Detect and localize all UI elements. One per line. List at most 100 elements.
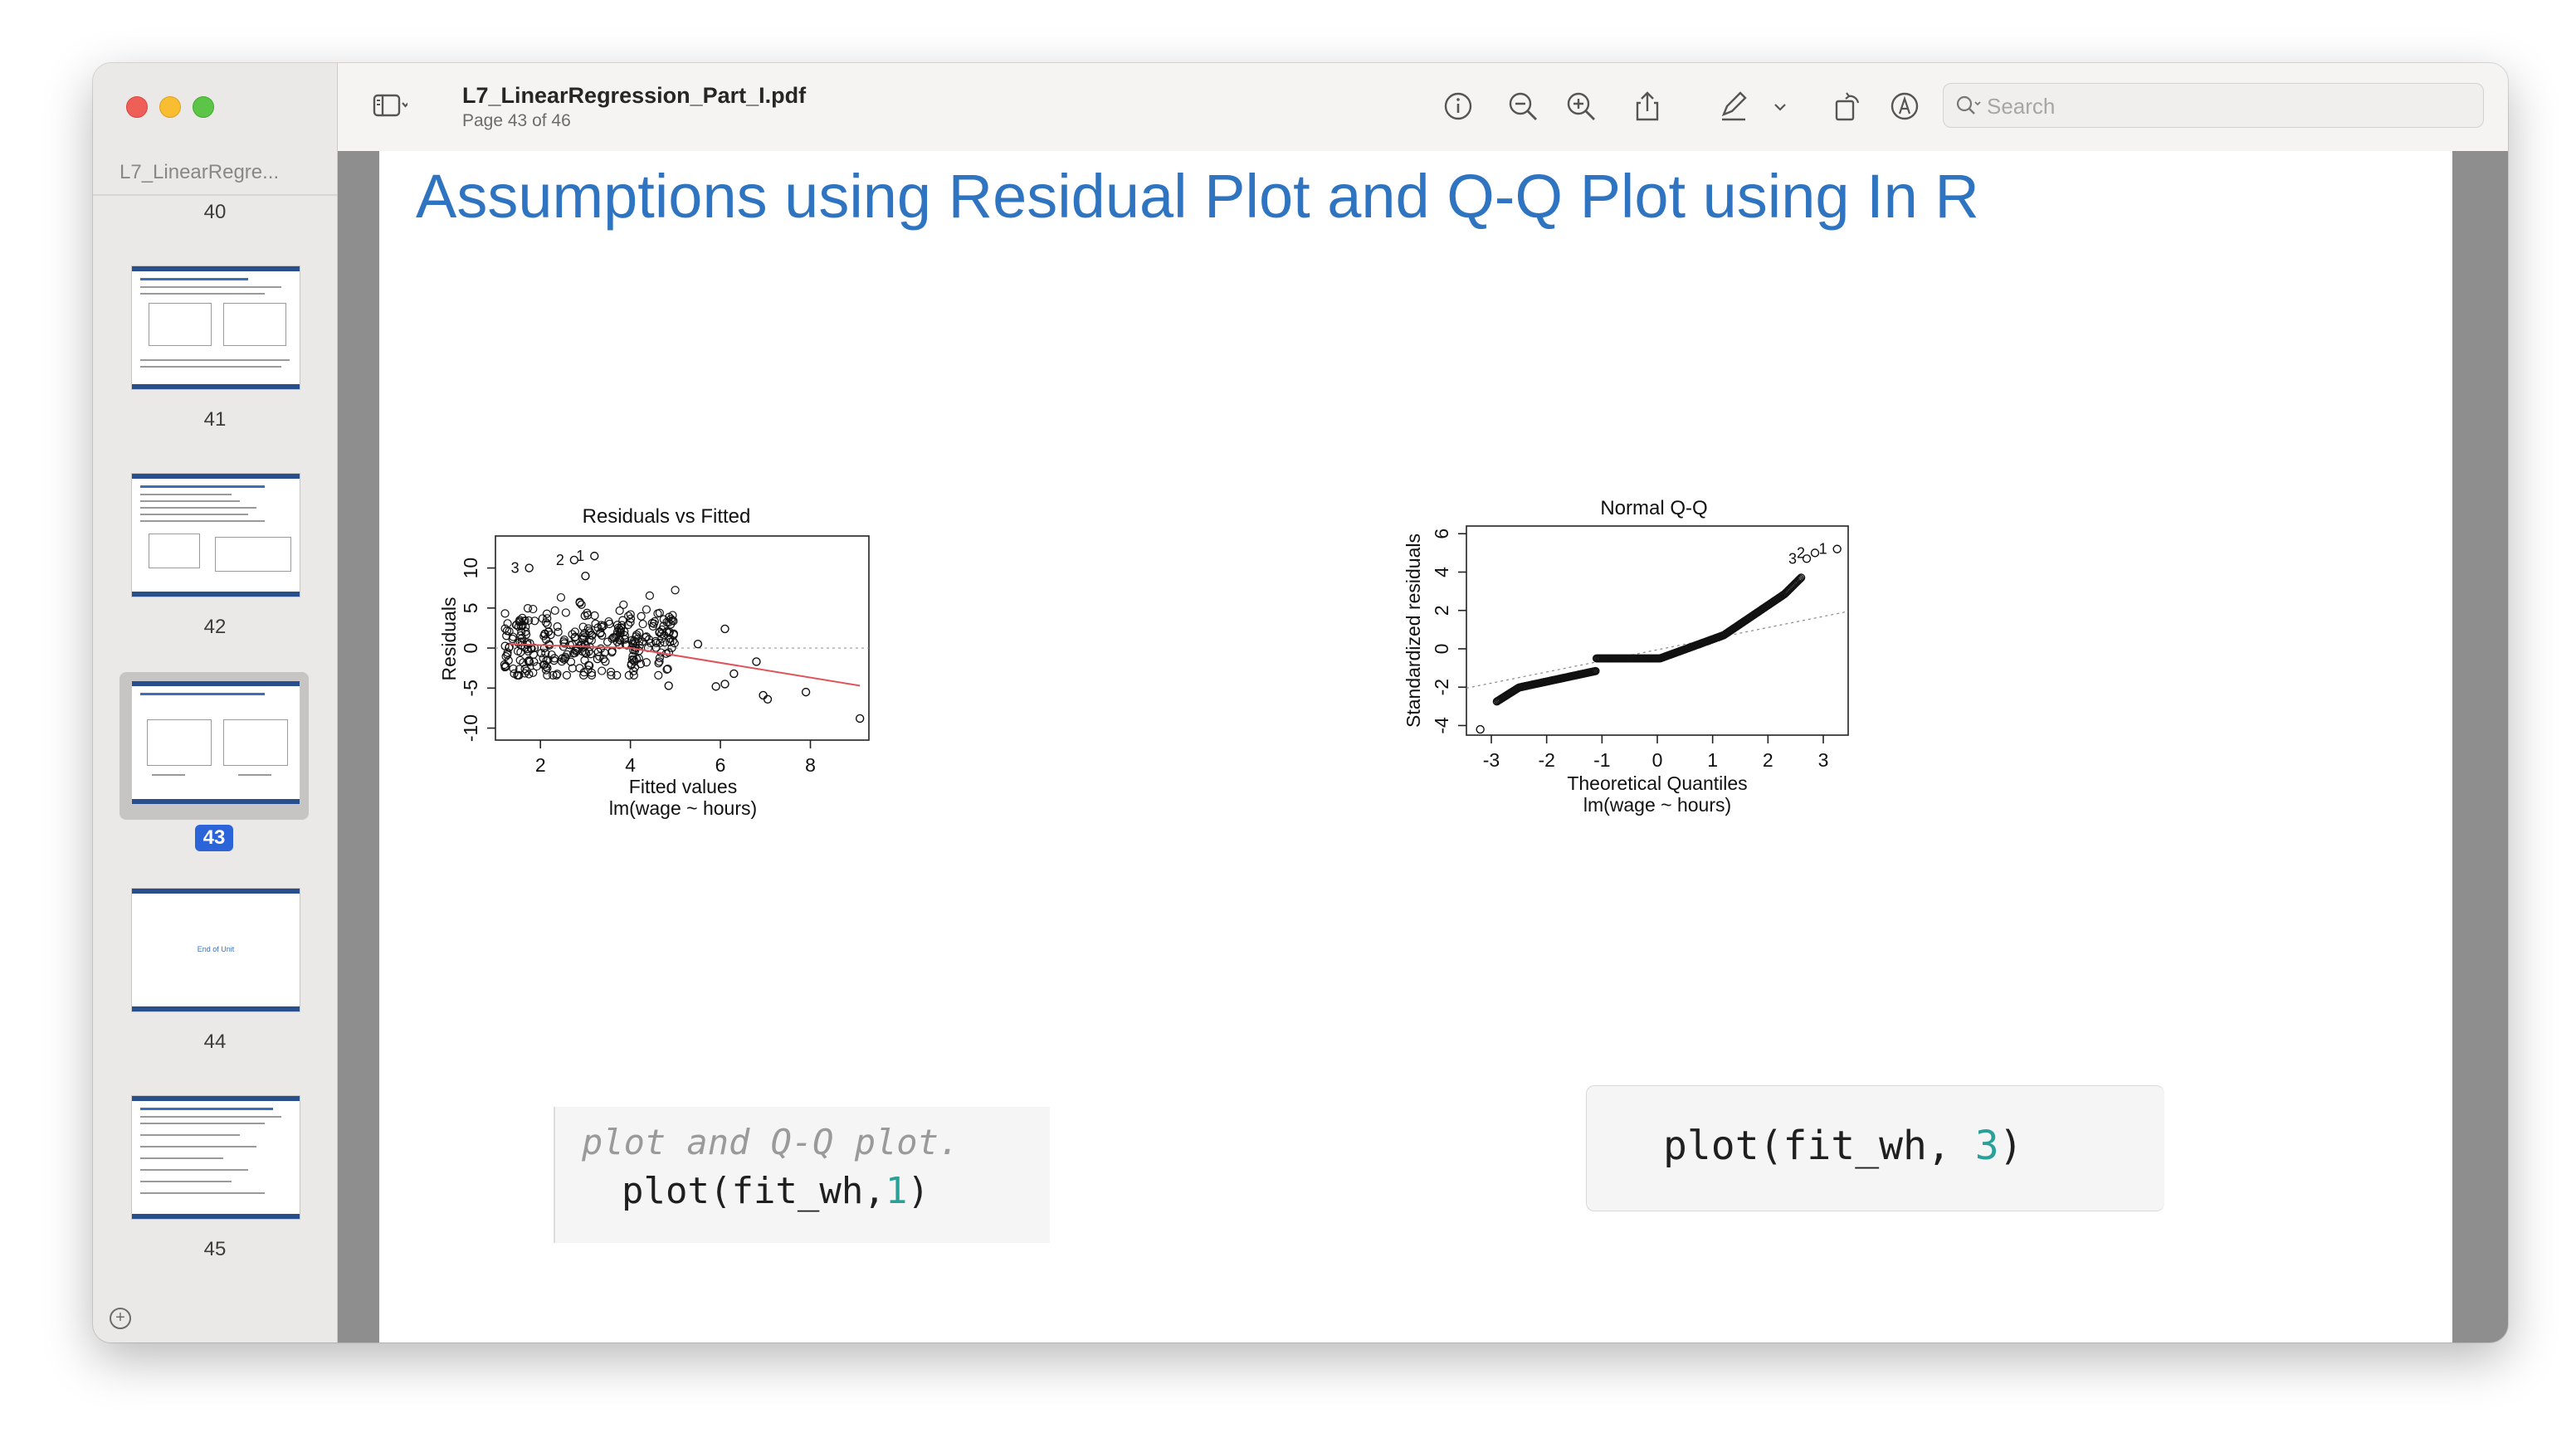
page-number-44: 44 (203, 1031, 227, 1053)
data-point (632, 630, 642, 640)
data-point (656, 638, 665, 648)
data-point (615, 641, 624, 650)
data-point (650, 616, 660, 626)
data-point (667, 643, 676, 653)
data-point (1797, 573, 1806, 582)
data-point (524, 657, 534, 666)
code-snippet-left: plot and Q-Q plot. plot(fit_wh,1) (554, 1107, 1050, 1243)
resid-sublabel: lm(wage ~ hours) (609, 797, 757, 819)
point-label: 2 (1797, 544, 1805, 561)
data-point (591, 619, 600, 628)
y-tick-label: 6 (1431, 529, 1452, 539)
data-point (654, 659, 663, 668)
code-snippet-right: plot(fit_wh, 3) (1586, 1085, 2164, 1211)
thumbnail-page-41[interactable] (131, 266, 300, 390)
zoom-out-icon[interactable] (1505, 88, 1541, 124)
sidebar-toggle-icon[interactable] (371, 88, 409, 124)
zoom-in-icon[interactable] (1563, 88, 1599, 124)
data-point (517, 637, 526, 646)
data-point (501, 651, 510, 661)
data-point (615, 606, 624, 616)
thumbnail-page-45[interactable] (131, 1095, 300, 1220)
search-field[interactable] (1943, 83, 2484, 128)
search-input[interactable] (1985, 90, 2470, 122)
page-number-40: 40 (203, 201, 227, 223)
data-point (520, 664, 529, 674)
data-point (642, 632, 651, 641)
highlight-pen-icon[interactable] (1715, 88, 1752, 124)
data-point (606, 667, 616, 676)
document-viewport[interactable]: Assumptions using Residual Plot and Q-Q … (338, 151, 2508, 1342)
data-point (801, 687, 811, 697)
data-point (571, 632, 580, 641)
zoom-window-button[interactable] (193, 96, 214, 118)
data-point (562, 670, 572, 680)
markup-icon[interactable] (1886, 88, 1923, 124)
y-tick-label: 2 (1431, 605, 1452, 616)
thumbnail-sidebar: L7_LinearRegre... 40 41 42 (93, 63, 338, 1342)
y-tick-label: -5 (460, 680, 481, 696)
data-point (553, 670, 562, 679)
slide-title: Assumptions using Residual Plot and Q-Q … (416, 162, 1979, 231)
data-point (556, 592, 566, 602)
data-point (575, 597, 584, 607)
x-tick-label: 3 (1818, 749, 1829, 771)
data-point (693, 640, 703, 649)
resid-plot-frame (495, 535, 870, 741)
preview-window: L7_LinearRegre... 40 41 42 (93, 63, 2508, 1342)
data-point (524, 563, 534, 573)
data-point (501, 662, 510, 671)
y-tick-label: 5 (460, 602, 481, 613)
point-label: 1 (1819, 541, 1827, 558)
minimize-window-button[interactable] (159, 96, 181, 118)
data-point (667, 616, 677, 626)
data-point (579, 670, 588, 680)
data-point (855, 714, 865, 724)
data-point (529, 604, 538, 614)
data-point (642, 658, 651, 667)
data-point (517, 633, 527, 643)
data-point (666, 614, 676, 624)
data-point (662, 665, 671, 675)
rotate-icon[interactable] (1830, 88, 1866, 124)
data-point (577, 600, 586, 609)
data-point (590, 551, 599, 561)
pdf-page: Assumptions using Residual Plot and Q-Q … (379, 151, 2452, 1342)
highlight-menu-chevron-icon[interactable] (1762, 88, 1787, 124)
data-point (627, 636, 636, 645)
share-icon[interactable] (1629, 88, 1666, 124)
data-point (593, 647, 603, 656)
data-point (580, 611, 589, 621)
data-point (629, 666, 638, 676)
data-point (629, 670, 638, 680)
code-left-comment: plot and Q-Q plot. (582, 1122, 960, 1162)
qq-sublabel: lm(wage ~ hours) (1583, 794, 1731, 816)
data-point (587, 636, 596, 645)
add-page-button[interactable]: + (110, 1308, 131, 1329)
qq-plot-title: Normal Q-Q (1600, 499, 1707, 519)
info-icon[interactable] (1440, 88, 1476, 124)
y-tick-label: -4 (1431, 717, 1452, 734)
data-point (587, 670, 597, 680)
data-point (655, 653, 664, 663)
data-point (720, 680, 729, 689)
data-point (561, 608, 570, 617)
data-point (588, 631, 597, 640)
data-point (607, 670, 616, 680)
data-point (603, 637, 612, 646)
data-point (578, 631, 588, 641)
data-point (552, 670, 561, 680)
data-point (565, 641, 574, 650)
data-point (645, 591, 654, 600)
point-label: 3 (511, 560, 520, 577)
data-point (601, 657, 610, 666)
close-window-button[interactable] (126, 96, 148, 118)
data-point (541, 618, 550, 627)
thumbnail-page-42[interactable] (131, 473, 300, 597)
thumbnail-page-44[interactable]: End of Unit (131, 888, 300, 1012)
data-point (623, 620, 633, 630)
point-label: 2 (556, 552, 564, 568)
data-point (720, 624, 729, 634)
thumbnail-page-43[interactable] (131, 680, 300, 805)
